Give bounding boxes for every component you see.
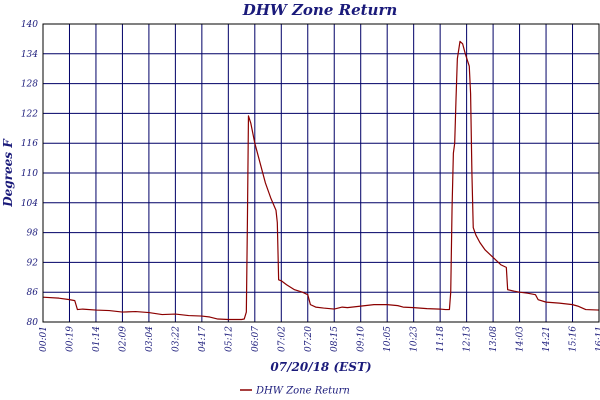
y-tick-label: 140: [21, 20, 38, 30]
legend-label: DHW Zone Return: [255, 386, 350, 397]
series-layer: [42, 40, 600, 321]
chart-title: DHW Zone Return: [242, 1, 398, 19]
x-tick-label: 00:01: [39, 326, 49, 352]
x-tick-label: 07:20: [304, 326, 314, 352]
y-axis-label: Degrees F: [1, 138, 15, 208]
x-tick-label: 08:15: [330, 326, 340, 352]
x-tick-label: 03:04: [145, 326, 155, 352]
y-tick-label: 98: [27, 229, 39, 239]
x-tick-label: 07:02: [277, 326, 287, 352]
y-axis-ticks: 80 86 92 98 104 110 116 122 128 134 140: [21, 20, 38, 328]
x-tick-label: 14:21: [542, 326, 552, 352]
x-tick-label: 11:18: [436, 326, 446, 352]
x-tick-label: 10:05: [383, 326, 393, 352]
x-tick-label: 03:22: [171, 326, 181, 352]
x-tick-label: 05:12: [224, 326, 234, 352]
x-tick-label: 09:10: [357, 326, 367, 352]
y-tick-label: 116: [21, 139, 38, 149]
x-tick-label: 06:07: [251, 326, 261, 352]
x-tick-label: 15:16: [569, 326, 579, 352]
x-tick-label: 01:14: [92, 326, 102, 352]
x-tick-label: 10:23: [410, 326, 420, 352]
y-tick-label: 134: [21, 50, 38, 60]
x-tick-label: 14:03: [516, 326, 526, 352]
legend: DHW Zone Return: [240, 386, 350, 397]
x-tick-label: 13:08: [489, 326, 499, 352]
x-tick-label: 00:19: [65, 326, 75, 352]
x-tick-label: 02:09: [118, 326, 128, 352]
y-tick-label: 92: [27, 258, 39, 268]
y-tick-label: 128: [21, 80, 38, 90]
plot-frame: [42, 23, 600, 323]
y-tick-label: 80: [27, 318, 39, 328]
plot-grid: [42, 23, 600, 323]
y-tick-label: 110: [21, 169, 38, 179]
x-axis-ticks: 00:01 00:19 01:14 02:09 03:04 03:22 04:17 05:12…: [39, 326, 600, 352]
y-tick-label: 104: [21, 199, 38, 209]
y-tick-label: 86: [27, 288, 39, 298]
x-axis-label: 07/20/18 (EST): [270, 360, 371, 374]
y-tick-label: 122: [21, 109, 38, 119]
x-tick-label: 16:11: [595, 326, 600, 352]
x-tick-label: 04:17: [198, 326, 208, 352]
x-tick-label: 12:13: [463, 326, 473, 352]
series-line-dhw-zone-return: [42, 40, 600, 321]
